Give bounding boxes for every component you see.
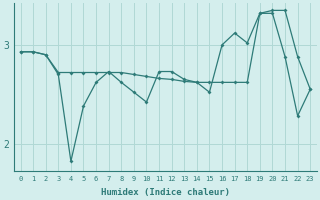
X-axis label: Humidex (Indice chaleur): Humidex (Indice chaleur)	[101, 188, 230, 197]
